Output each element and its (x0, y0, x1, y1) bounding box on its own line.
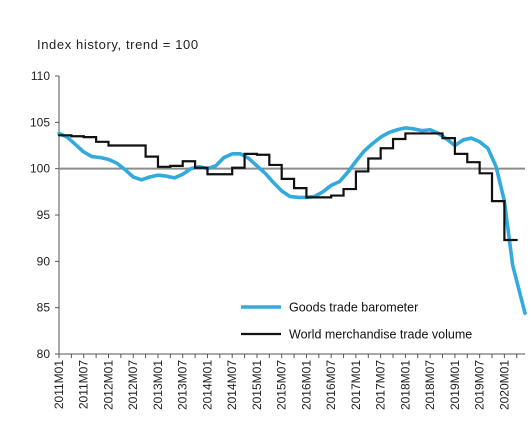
x-tick-label: 2013M07 (176, 360, 190, 410)
x-axis: 2011M01 2011M07 2012M01 2012M07 2013M01 2013M… (52, 353, 525, 410)
legend-label: Goods trade barometer (289, 301, 418, 315)
y-tick-label: 110 (31, 69, 50, 83)
x-tick-label: 2012M07 (126, 360, 140, 410)
y-tick-label: 100 (30, 162, 50, 176)
x-tick-label: 2019M07 (473, 360, 487, 410)
y-tick-label: 95 (37, 208, 51, 222)
x-tick-label: 2016M01 (299, 360, 313, 410)
chart-subtitle: Index history, trend = 100 (37, 37, 199, 52)
y-tick-label: 80 (37, 347, 51, 361)
x-tick-label: 2017M07 (374, 360, 388, 410)
y-tick-label: 90 (37, 254, 51, 268)
x-tick-label: 2011M07 (77, 360, 91, 409)
legend: Goods trade barometer World merchandise t… (241, 301, 472, 342)
x-tick-label: 2018M07 (423, 360, 437, 410)
y-tick-label: 85 (37, 301, 51, 315)
y-axis: 80 85 90 95 100 105 110 (30, 69, 60, 361)
x-tick-label: 2012M01 (101, 360, 115, 410)
x-tick-label: 2014M01 (200, 360, 214, 410)
x-tick-label: 2011M01 (52, 360, 66, 409)
x-tick-label: 2013M01 (151, 360, 165, 410)
x-tick-label: 2020M01 (497, 360, 511, 410)
x-tick-label: 2019M01 (448, 360, 462, 410)
series-group (57, 126, 527, 316)
legend-label: World merchandise trade volume (289, 328, 472, 342)
x-tick-label: 2014M07 (225, 360, 239, 410)
x-tick-label: 2016M07 (324, 360, 338, 410)
x-tick-label: 2015M01 (250, 360, 264, 410)
x-tick-label: 2018M01 (398, 360, 412, 410)
x-tick-label: 2015M07 (275, 360, 289, 410)
series-line-world-merchandise-trade-volume (57, 132, 518, 242)
x-tick-label: 2017M01 (349, 360, 363, 410)
y-tick-label: 105 (30, 115, 50, 129)
series-line-goods-trade-barometer (57, 126, 527, 316)
